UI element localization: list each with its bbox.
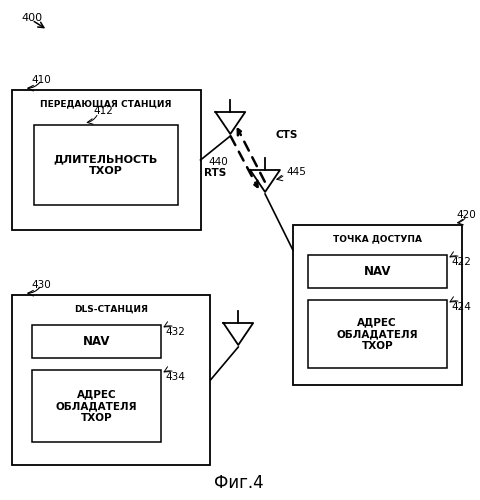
Bar: [307, 255, 446, 288]
Text: 412: 412: [93, 106, 113, 116]
Text: ТОЧКА ДОСТУПА: ТОЧКА ДОСТУПА: [332, 234, 421, 244]
Text: DLS-СТАНЦИЯ: DLS-СТАНЦИЯ: [74, 304, 148, 314]
Text: 430: 430: [32, 280, 51, 290]
Text: NAV: NAV: [83, 335, 110, 348]
Bar: [292, 225, 461, 385]
Text: 420: 420: [456, 210, 475, 220]
Text: NAV: NAV: [363, 265, 390, 278]
Text: АДРЕС
ОБЛАДАТЕЛЯ
ТХОР: АДРЕС ОБЛАДАТЕЛЯ ТХОР: [336, 318, 417, 350]
Bar: [34, 125, 177, 205]
Text: 434: 434: [166, 372, 185, 382]
Text: 400: 400: [22, 13, 43, 23]
Text: RTS: RTS: [203, 168, 226, 178]
Text: 422: 422: [451, 257, 470, 267]
Bar: [32, 370, 160, 442]
Text: 445: 445: [286, 167, 306, 177]
Text: ПЕРЕДАЮЩАЯ СТАНЦИЯ: ПЕРЕДАЮЩАЯ СТАНЦИЯ: [40, 100, 172, 108]
Text: 440: 440: [208, 157, 228, 167]
Text: 410: 410: [32, 75, 51, 85]
Text: АДРЕС
ОБЛАДАТЕЛЯ
ТХОР: АДРЕС ОБЛАДАТЕЛЯ ТХОР: [55, 390, 137, 422]
Bar: [307, 300, 446, 368]
Bar: [32, 325, 160, 358]
Text: ДЛИТЕЛЬНОСТЬ
ТХОР: ДЛИТЕЛЬНОСТЬ ТХОР: [53, 154, 157, 176]
Text: CTS: CTS: [275, 130, 297, 140]
Text: 432: 432: [166, 327, 185, 337]
Bar: [12, 90, 200, 230]
Text: Фиг.4: Фиг.4: [214, 474, 264, 492]
Text: 424: 424: [451, 302, 470, 312]
Bar: [12, 295, 210, 465]
